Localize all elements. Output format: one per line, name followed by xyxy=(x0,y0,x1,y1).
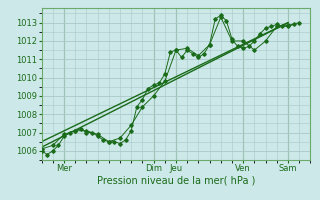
X-axis label: Pression niveau de la mer( hPa ): Pression niveau de la mer( hPa ) xyxy=(97,176,255,186)
